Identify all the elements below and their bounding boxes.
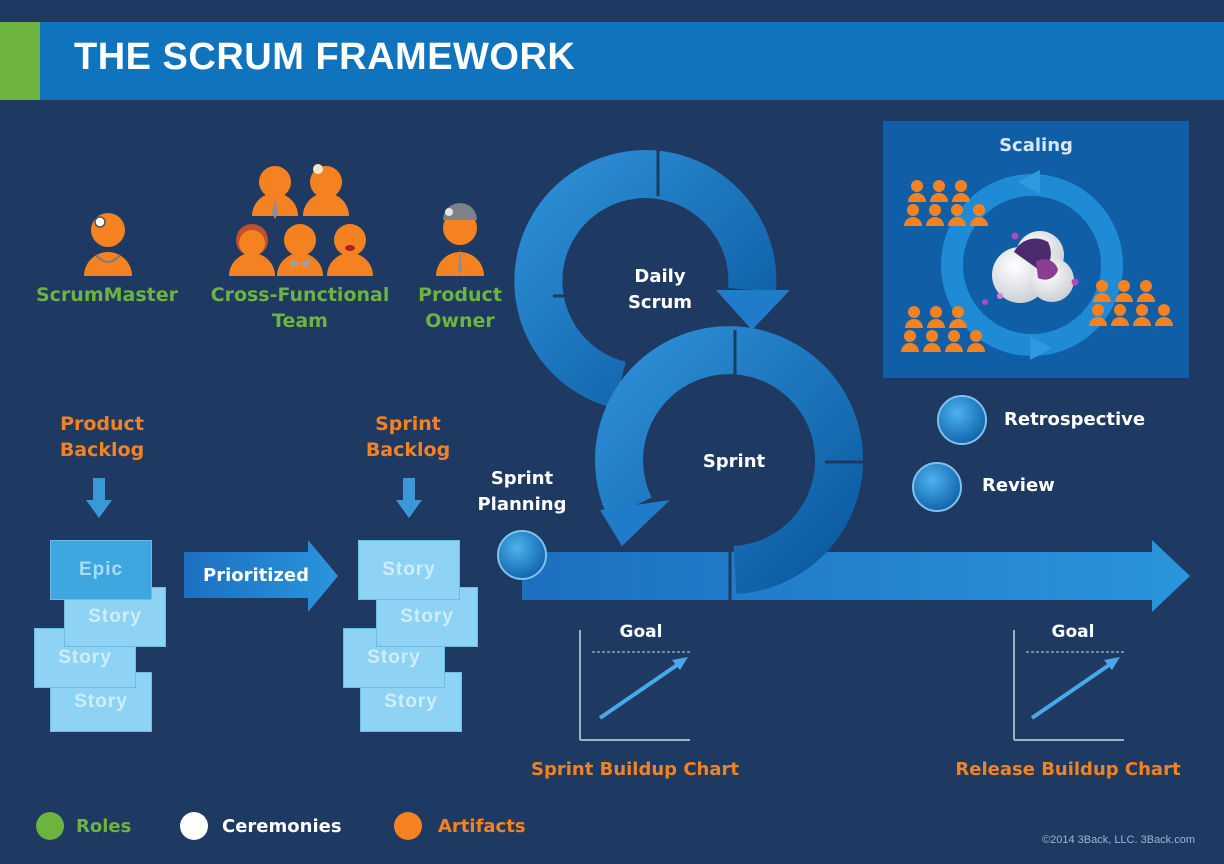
sprint-cycle: [595, 326, 872, 594]
sprint-backlog-line2: Backlog: [365, 439, 451, 461]
roles-legend-label: Roles: [76, 816, 132, 837]
mini-person-icon: [945, 330, 963, 352]
story-card: Story: [358, 540, 460, 600]
mini-person-icon: [1093, 280, 1111, 302]
mini-person-icon: [901, 330, 919, 352]
mini-person-icon: [1133, 304, 1151, 326]
mini-person-icon: [908, 180, 926, 202]
sprint-backlog-label: Sprint Backlog: [352, 411, 464, 463]
owner-label-line1: Product: [418, 284, 502, 306]
product-backlog-line2: Backlog: [59, 439, 145, 461]
mini-person-icon: [1155, 304, 1173, 326]
mini-person-icon: [967, 330, 985, 352]
mini-person-icon: [905, 306, 923, 328]
product-owner-icon: [436, 203, 484, 276]
ceremonies-legend-label: Ceremonies: [222, 816, 342, 837]
mini-person-icon: [1137, 280, 1155, 302]
daily-scrum-cycle: [514, 150, 790, 409]
sprint-planning-label: Sprint Planning: [466, 466, 578, 518]
retrospective-label: Retrospective: [1004, 409, 1146, 430]
cross-functional-team-label: Cross-Functional Team: [200, 282, 400, 334]
copyright-text: ©2014 3Back, LLC. 3Back.com: [1042, 834, 1196, 846]
down-arrow-icon: [86, 478, 112, 518]
timeline-arrow: [522, 540, 1190, 612]
sprint-backlog-line1: Sprint: [375, 413, 441, 435]
mini-person-icon: [923, 330, 941, 352]
mini-person-icon: [1111, 304, 1129, 326]
team-label-line2: Team: [272, 310, 328, 332]
review-marker: [912, 462, 962, 512]
product-owner-label: Product Owner: [404, 282, 516, 334]
sprint-label: Sprint: [702, 451, 766, 472]
team-member-icon: [252, 166, 298, 219]
artifacts-legend-label: Artifacts: [438, 816, 526, 837]
sprint-buildup-chart: [579, 630, 690, 741]
sprint-buildup-chart-label: Sprint Buildup Chart: [531, 759, 739, 780]
prioritized-label: Prioritized: [203, 565, 309, 586]
mini-person-icon: [948, 204, 966, 226]
header-accent: [0, 22, 40, 100]
scrummaster-icon: [84, 213, 132, 276]
team-member-icon: [277, 224, 323, 276]
release-buildup-chart-label: Release Buildup Chart: [955, 759, 1181, 780]
sprint-goal-label: Goal: [619, 622, 663, 642]
sprint-planning-line2: Planning: [477, 494, 567, 515]
mini-person-icon: [926, 204, 944, 226]
mini-person-icon: [949, 306, 967, 328]
retrospective-marker: [937, 395, 987, 445]
mini-person-icon: [930, 180, 948, 202]
scaling-label: Scaling: [999, 135, 1073, 156]
scaling-people-icons: [901, 180, 1173, 352]
mini-person-icon: [970, 204, 988, 226]
team-member-icon: [327, 224, 373, 276]
release-buildup-chart: [1013, 630, 1124, 741]
daily-scrum-line1: Daily: [634, 266, 686, 287]
review-label: Review: [982, 475, 1055, 496]
page-title: THE SCRUM FRAMEWORK: [74, 36, 576, 78]
mini-person-icon: [904, 204, 922, 226]
header-banner: THE SCRUM FRAMEWORK: [0, 22, 1224, 100]
mini-person-icon: [927, 306, 945, 328]
story-card: Story: [34, 628, 136, 688]
scrummaster-label: ScrumMaster: [35, 284, 179, 306]
product-backlog-line1: Product: [60, 413, 144, 435]
team-label-line1: Cross-Functional: [210, 284, 390, 306]
mini-person-icon: [1115, 280, 1133, 302]
daily-scrum-label: Daily Scrum: [608, 264, 712, 316]
sprint-planning-marker: [497, 530, 547, 580]
ceremonies-legend-dot: [180, 812, 208, 840]
prioritized-arrow: [184, 540, 338, 612]
team-member-icon: [229, 224, 275, 276]
artifacts-legend-dot: [394, 812, 422, 840]
roles-legend-dot: [36, 812, 64, 840]
team-member-icon: [303, 164, 349, 216]
mini-person-icon: [952, 180, 970, 202]
sprint-planning-line1: Sprint: [490, 468, 554, 489]
release-goal-label: Goal: [1051, 622, 1095, 642]
epic-card: Epic: [50, 540, 152, 600]
product-backlog-label: Product Backlog: [42, 411, 162, 463]
owner-label-line2: Owner: [425, 310, 495, 332]
down-arrow-icon: [396, 478, 422, 518]
mini-person-icon: [1089, 304, 1107, 326]
daily-scrum-line2: Scrum: [627, 292, 693, 313]
